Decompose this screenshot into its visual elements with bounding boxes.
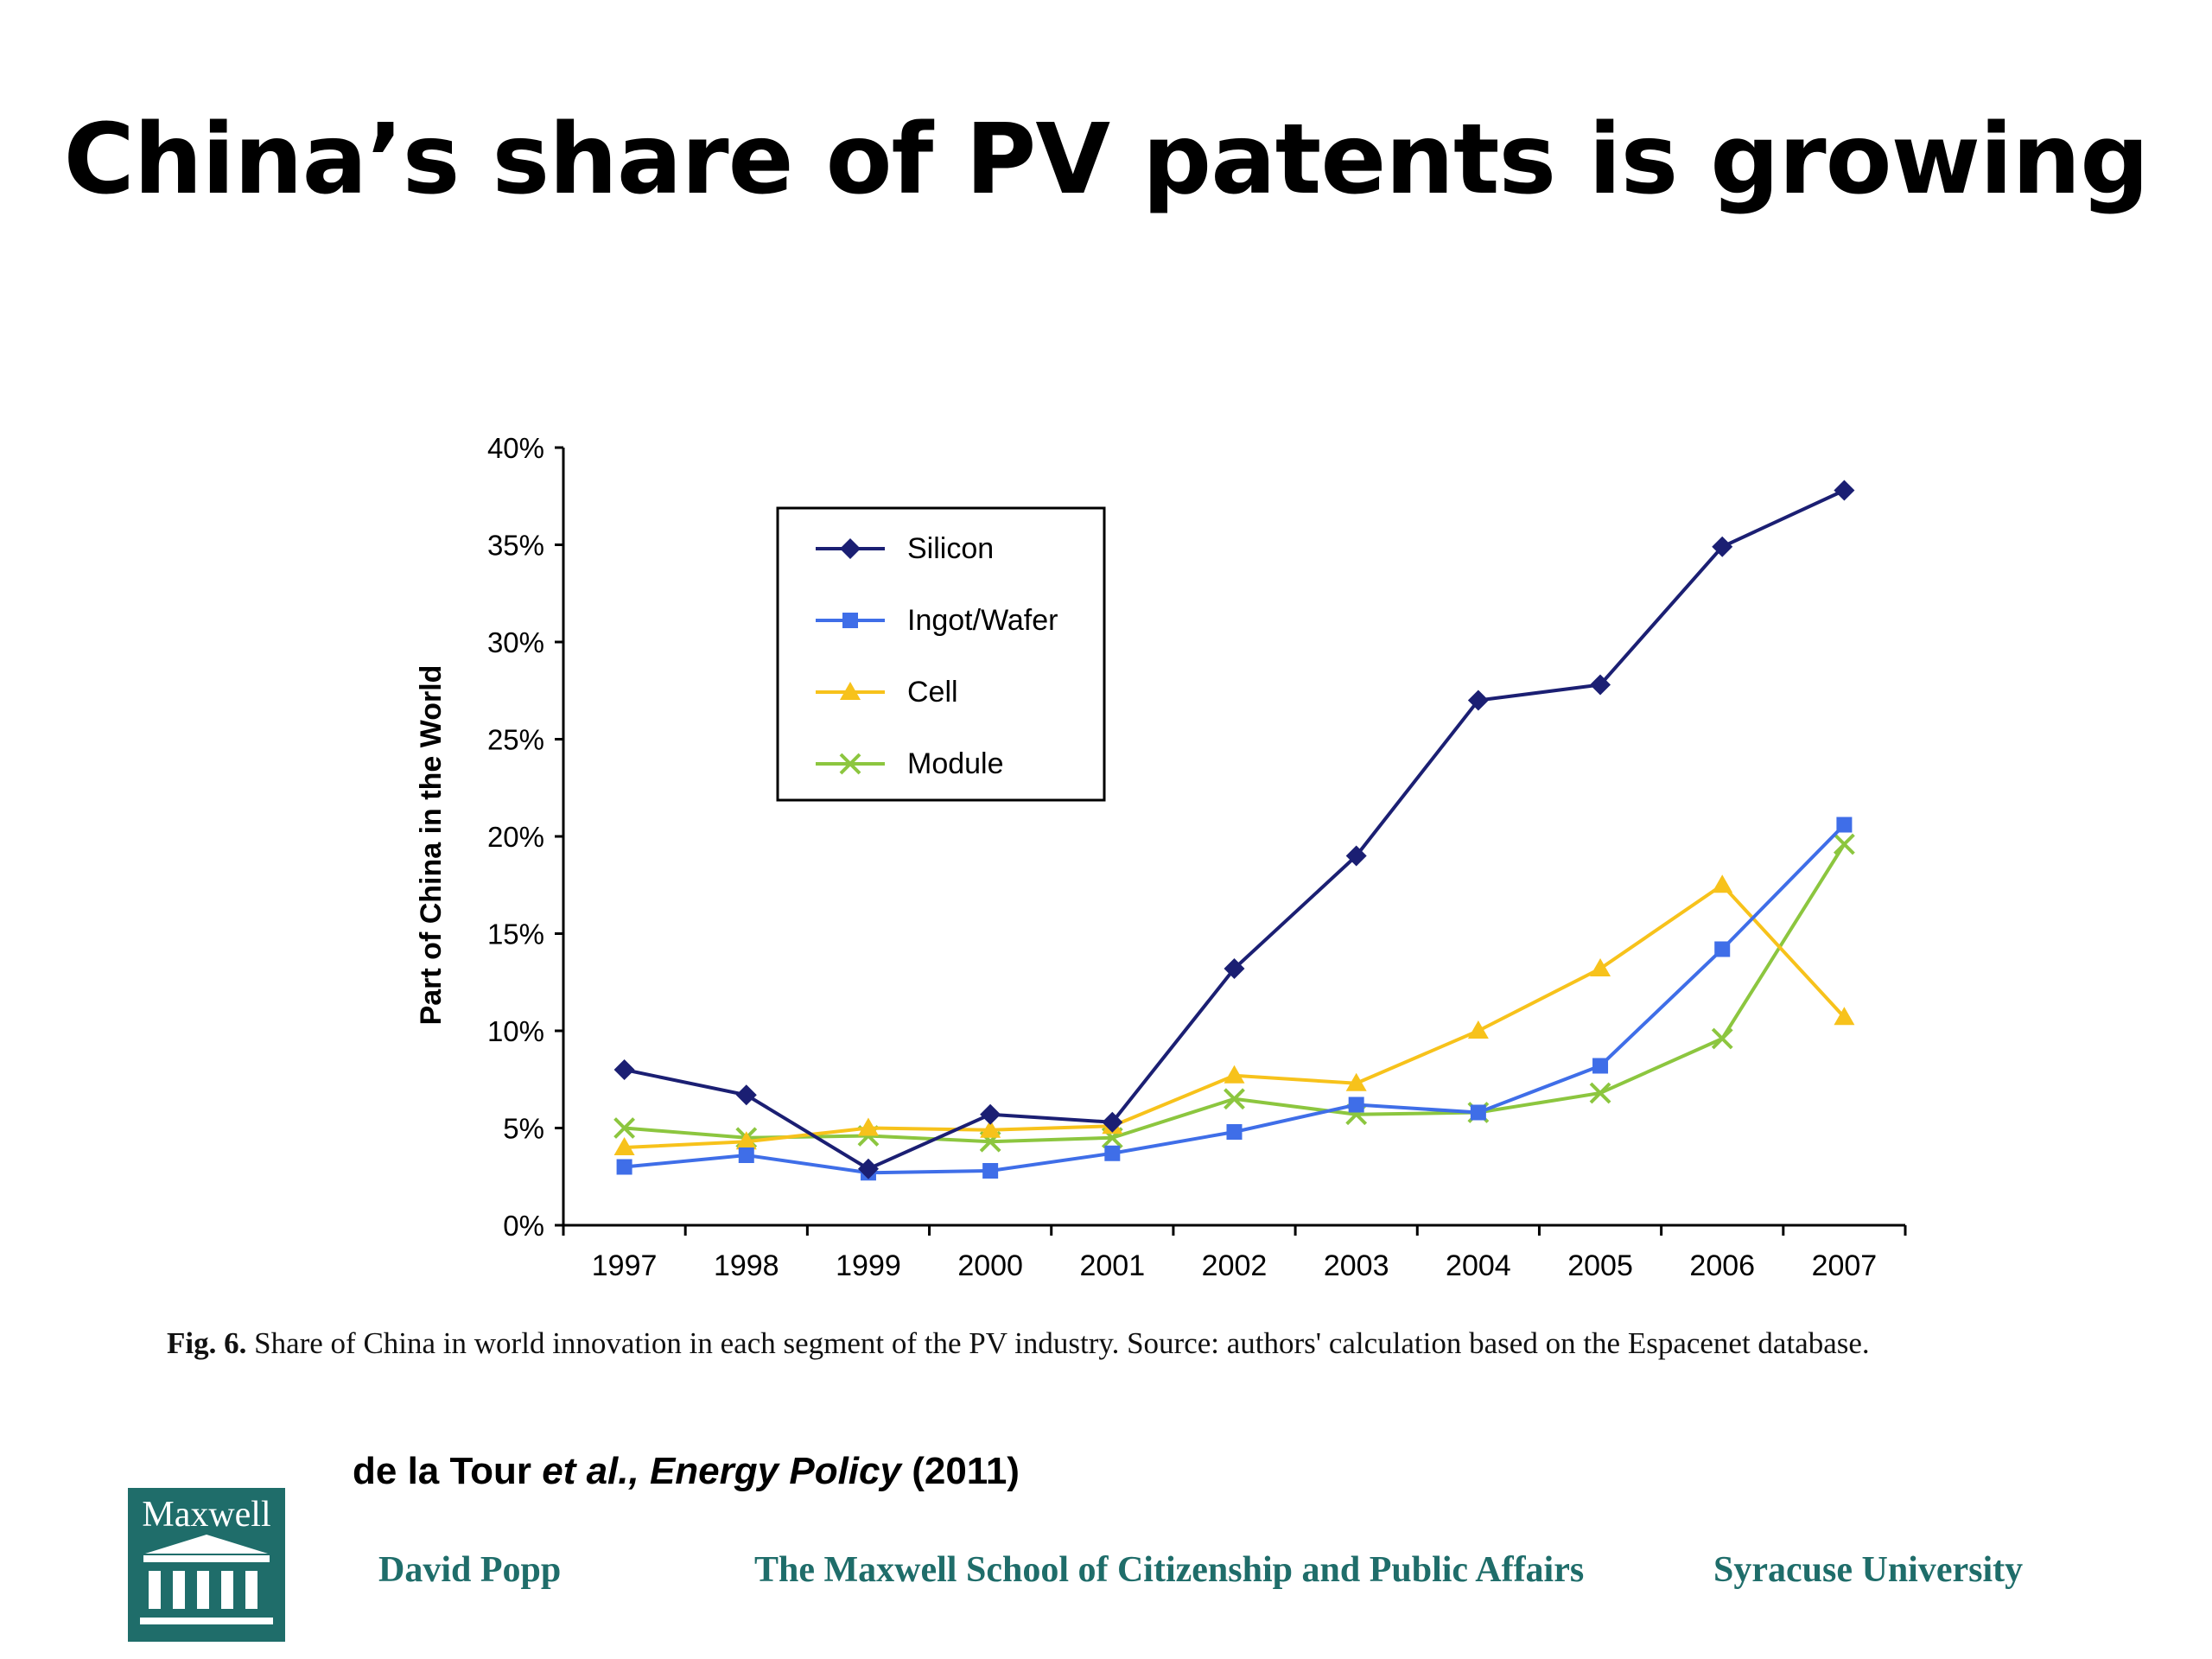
y-tick-label: 25%	[487, 724, 544, 756]
data-point-silicon	[735, 1084, 757, 1106]
data-point-module	[613, 1117, 636, 1139]
data-point-module	[1224, 1088, 1245, 1110]
data-point-silicon	[1467, 690, 1489, 711]
citation-etal: et al.,	[542, 1450, 639, 1492]
figure-caption-label: Fig. 6.	[167, 1326, 247, 1360]
data-point-cell	[735, 1131, 757, 1150]
data-point-cell	[1467, 1020, 1489, 1039]
x-tick-label: 1997	[592, 1249, 658, 1282]
data-point-cell	[857, 1117, 879, 1136]
y-axis-label: Part of China in the World	[415, 665, 448, 1026]
x-tick-label: 2004	[1446, 1249, 1511, 1282]
data-point-silicon	[1345, 845, 1367, 867]
data-point-cell	[1224, 1065, 1245, 1084]
y-tick-label: 0%	[503, 1210, 544, 1242]
series-line-cell	[624, 882, 1846, 1149]
x-tick-label: 2005	[1567, 1249, 1633, 1282]
data-point-module	[1589, 1082, 1611, 1104]
x-tick-label: 2007	[1812, 1249, 1878, 1282]
data-point-ingot-wafer	[1470, 1104, 1486, 1121]
y-tick-label: 10%	[487, 1015, 544, 1047]
footer-school: The Maxwell School of Citizenship and Pu…	[754, 1550, 1585, 1590]
data-point-silicon	[980, 1103, 1001, 1125]
legend-marker-ingot-wafer	[842, 613, 858, 628]
data-point-cell	[1590, 958, 1611, 976]
data-point-module	[1833, 833, 1855, 855]
data-point-silicon	[1712, 536, 1733, 557]
y-tick-label: 5%	[503, 1113, 544, 1145]
legend-box	[776, 506, 1106, 802]
data-point-ingot-wafer	[1348, 1096, 1364, 1113]
footer-university: Syracuse University	[1713, 1550, 2024, 1590]
data-point-ingot-wafer	[1104, 1145, 1121, 1161]
x-tick-label: 1998	[714, 1249, 779, 1282]
footer-author: David Popp	[378, 1550, 562, 1590]
slide-title: China’s share of PV patents is growing	[63, 104, 2150, 216]
legend-marker-silicon	[840, 538, 861, 559]
legend-marker-module	[839, 753, 861, 775]
data-point-module	[1711, 1027, 1733, 1050]
data-point-ingot-wafer	[1592, 1058, 1609, 1074]
y-tick-label: 15%	[487, 918, 544, 950]
logo-word: Maxwell	[142, 1495, 270, 1535]
data-point-silicon	[1834, 480, 1855, 501]
x-tick-label: 2000	[957, 1249, 1023, 1282]
figure-caption-text: Share of China in world innovation in ea…	[254, 1326, 1870, 1360]
citation-authors: de la Tour	[353, 1450, 531, 1492]
data-point-cell	[1712, 874, 1733, 893]
citation: de la Tour et al., Energy Policy (2011)	[353, 1450, 1020, 1493]
citation-journal: Energy Policy	[649, 1450, 901, 1492]
data-point-ingot-wafer	[1836, 817, 1853, 833]
data-point-silicon	[1590, 674, 1611, 696]
data-point-silicon	[613, 1059, 635, 1080]
legend-marker-cell	[840, 682, 861, 700]
data-point-cell	[1834, 1007, 1855, 1026]
x-tick-label: 2002	[1202, 1249, 1268, 1282]
series-line-ingot-wafer	[624, 823, 1846, 1175]
data-point-silicon	[1102, 1111, 1123, 1133]
x-tick-label: 1999	[836, 1249, 901, 1282]
legend-label-module: Module	[907, 747, 1004, 780]
data-point-ingot-wafer	[982, 1163, 999, 1179]
legend-label-silicon: Silicon	[907, 532, 994, 565]
data-point-cell	[613, 1137, 635, 1155]
data-point-ingot-wafer	[1226, 1124, 1243, 1140]
data-point-cell	[980, 1119, 1001, 1138]
legend-label-ingot-wafer: Ingot/Wafer	[907, 604, 1058, 637]
maxwell-logo: Maxwell	[128, 1488, 285, 1642]
data-point-silicon	[1224, 958, 1245, 979]
y-tick-label: 35%	[487, 530, 544, 562]
y-tick-label: 30%	[487, 626, 544, 658]
x-tick-label: 2006	[1689, 1249, 1755, 1282]
data-point-ingot-wafer	[1714, 941, 1731, 957]
data-point-cell	[1345, 1072, 1367, 1091]
x-tick-label: 2001	[1079, 1249, 1145, 1282]
legend-label-cell: Cell	[907, 676, 958, 709]
x-tick-label: 2003	[1324, 1249, 1389, 1282]
data-point-ingot-wafer	[738, 1147, 754, 1163]
data-point-ingot-wafer	[616, 1159, 632, 1175]
y-tick-label: 20%	[487, 821, 544, 853]
data-point-silicon	[857, 1158, 879, 1179]
y-tick-label: 40%	[487, 432, 544, 464]
figure-caption: Fig. 6. Share of China in world innovati…	[167, 1326, 2154, 1361]
citation-year: (2011)	[912, 1450, 1020, 1492]
